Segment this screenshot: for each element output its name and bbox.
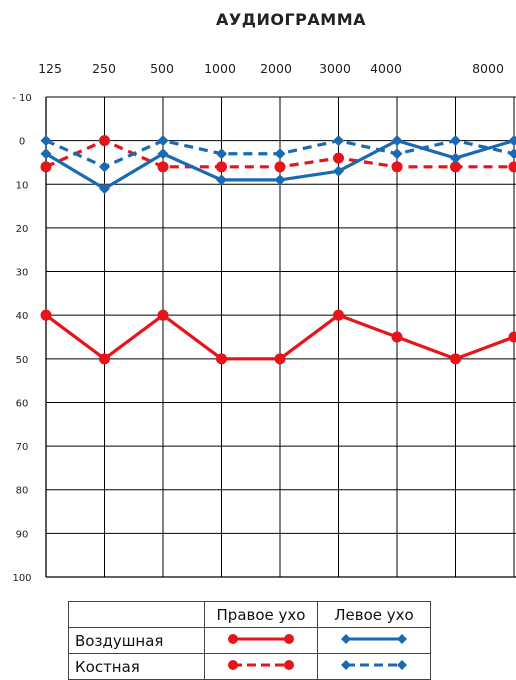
x-tick-label: 4000 <box>370 61 402 76</box>
legend-swatch-left-bone <box>318 654 431 680</box>
legend-header-left-ear: Левое ухо <box>318 602 431 628</box>
data-point-left-bone <box>392 148 403 159</box>
data-point-right-bone <box>41 161 52 172</box>
x-tick-label: 3000 <box>319 61 351 76</box>
data-point-right-air <box>275 353 286 364</box>
audiogram-chart: 125 250 500 1000 2000 3000 4000 8000 - 10 0 10 20 3… <box>0 0 516 600</box>
y-tick-labels: - 10 0 10 20 30 40 50 60 70 80 90 100 <box>12 93 32 584</box>
legend-swatch-right-bone <box>205 654 318 680</box>
legend-header-right-ear: Правое ухо <box>205 602 318 628</box>
y-tick-label: 80 <box>16 486 29 497</box>
data-point-left-air <box>333 166 344 177</box>
legend-label-bone: Костная <box>69 654 205 680</box>
y-tick-label: 60 <box>16 398 29 409</box>
y-tick-label: 30 <box>16 268 29 279</box>
y-tick-label: 90 <box>16 529 29 540</box>
legend-swatch-left-air <box>318 628 431 654</box>
data-point-right-air <box>216 353 227 364</box>
x-tick-label: 8000 <box>472 61 504 76</box>
data-point-right-bone <box>216 161 227 172</box>
legend-table: Правое ухо Левое ухо Воздушная Костная <box>68 601 431 680</box>
y-tick-label: 0 <box>19 137 25 148</box>
data-point-left-bone <box>275 148 286 159</box>
data-point-left-bone <box>509 148 516 159</box>
chart-series <box>41 135 516 364</box>
y-tick-label: 70 <box>16 442 29 453</box>
data-point-left-air <box>450 153 461 164</box>
data-point-right-bone <box>99 135 110 146</box>
legend-label-air: Воздушная <box>69 628 205 654</box>
data-point-left-bone <box>333 135 344 146</box>
y-tick-label: 50 <box>16 355 29 366</box>
data-point-left-bone <box>158 135 169 146</box>
y-tick-label: - 10 <box>12 93 32 104</box>
data-point-right-air <box>509 332 516 343</box>
data-point-right-air <box>333 310 344 321</box>
x-tick-labels: 125 250 500 1000 2000 3000 4000 8000 <box>38 61 504 76</box>
data-point-right-bone <box>392 161 403 172</box>
data-point-right-bone <box>275 161 286 172</box>
x-tick-label: 1000 <box>204 61 236 76</box>
x-tick-label: 125 <box>38 61 62 76</box>
data-point-left-air <box>216 174 227 185</box>
data-point-right-air <box>41 310 52 321</box>
legend-corner <box>69 602 205 628</box>
x-tick-label: 2000 <box>260 61 292 76</box>
data-point-right-air <box>450 353 461 364</box>
data-point-right-bone <box>158 161 169 172</box>
data-point-right-bone <box>333 153 344 164</box>
data-point-left-bone <box>216 148 227 159</box>
y-tick-label: 20 <box>16 224 29 235</box>
y-tick-label: 10 <box>16 180 29 191</box>
data-point-right-air <box>392 332 403 343</box>
data-point-left-bone <box>99 161 110 172</box>
data-point-left-air <box>392 135 403 146</box>
data-point-right-air <box>158 310 169 321</box>
data-point-right-bone <box>509 161 516 172</box>
y-tick-label: 40 <box>16 311 29 322</box>
data-point-left-bone <box>450 135 461 146</box>
x-tick-label: 500 <box>150 61 174 76</box>
data-point-right-air <box>99 353 110 364</box>
legend-swatch-right-air <box>205 628 318 654</box>
x-tick-label: 250 <box>92 61 116 76</box>
data-point-left-bone <box>41 135 52 146</box>
data-point-left-air <box>509 135 516 146</box>
y-tick-label: 100 <box>12 573 31 584</box>
series-right-air <box>41 310 516 365</box>
data-point-left-air <box>275 174 286 185</box>
